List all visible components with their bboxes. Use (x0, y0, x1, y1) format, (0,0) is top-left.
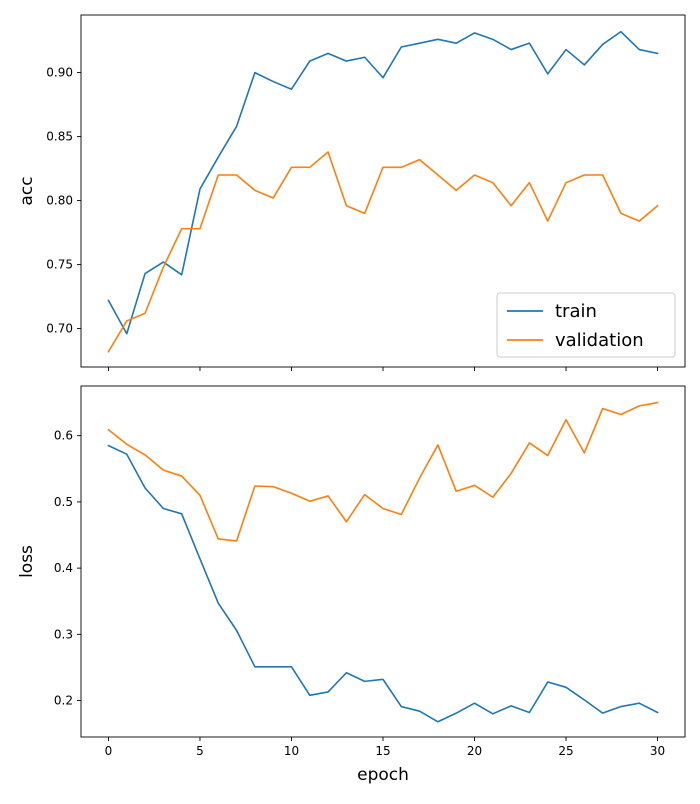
loss-panel: 0 5 10 15 20 25 30 0.2 0.3 0.4 0.5 0.6 loss epoch (17, 385, 686, 785)
loss-ylabel: loss (17, 545, 37, 578)
loss-ytick-label: 0.2 (54, 694, 73, 708)
legend: train validation (496, 292, 676, 358)
acc-ytick-label: 0.80 (46, 194, 73, 208)
legend-validation-label: validation (555, 330, 644, 351)
acc-ytick-label: 0.90 (46, 66, 73, 80)
loss-ytick-label: 0.4 (54, 561, 73, 575)
loss-ytick-label: 0.5 (54, 495, 73, 509)
loss-ytick-label: 0.6 (54, 429, 73, 443)
loss-xtick-label: 20 (467, 744, 482, 758)
loss-axes-frame (80, 385, 686, 738)
acc-series-train-line (107, 30, 659, 335)
acc-ytick-label: 0.75 (46, 258, 73, 272)
loss-series-train-line (107, 444, 659, 723)
loss-xtick-label: 25 (558, 744, 573, 758)
acc-series-validation-line (107, 151, 659, 353)
loss-xtick-label: 30 (650, 744, 665, 758)
acc-ytick-label: 0.85 (46, 130, 73, 144)
loss-xtick-label: 10 (284, 744, 299, 758)
loss-ytick-label: 0.3 (54, 627, 73, 641)
acc-ylabel: acc (17, 176, 37, 205)
loss-series-validation-line (107, 401, 659, 542)
loss-xlabel: epoch (357, 765, 409, 785)
loss-xtick-label: 0 (105, 744, 113, 758)
legend-train-label: train (555, 301, 597, 322)
acc-ytick-label: 0.70 (46, 322, 73, 336)
loss-xtick-label: 5 (196, 744, 204, 758)
loss-xtick-label: 15 (375, 744, 390, 758)
acc-panel: 0.70 0.75 0.80 0.85 0.90 acc train validation (17, 14, 686, 371)
legend-box (496, 292, 676, 358)
